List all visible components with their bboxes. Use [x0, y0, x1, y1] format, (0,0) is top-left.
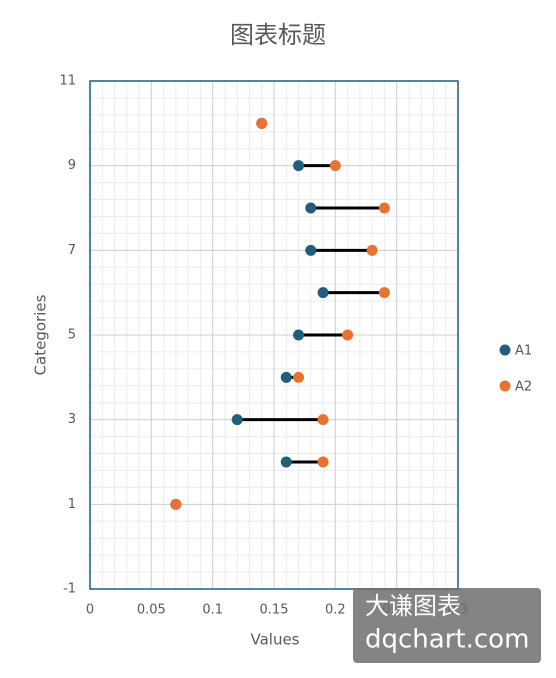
x-tick-label: 0.1 [202, 603, 223, 618]
point [378, 202, 390, 214]
legend-marker [499, 380, 511, 392]
point [329, 160, 341, 172]
point [293, 371, 305, 383]
point [366, 244, 378, 256]
point [317, 287, 329, 299]
point [305, 244, 317, 256]
watermark-text: 大谦图表 [365, 592, 461, 620]
point [293, 329, 305, 341]
point [342, 329, 354, 341]
point [256, 117, 268, 129]
point [231, 414, 243, 426]
point [378, 287, 390, 299]
x-tick-label: 0 [86, 603, 94, 618]
x-tick-label: 0.05 [137, 603, 166, 618]
y-tick-label: 1 [68, 497, 76, 512]
point [305, 202, 317, 214]
marks: A1 A2 [170, 117, 532, 510]
chart-title: 图表标题 [230, 21, 326, 49]
point [170, 498, 182, 510]
point [280, 371, 292, 383]
y-tick-label: 11 [59, 74, 76, 89]
x-tick-label: 0.15 [260, 603, 289, 618]
y-axis-label: Categories [32, 294, 50, 375]
point [317, 414, 329, 426]
legend-label: A2 [515, 380, 532, 395]
x-axis-label: Values [250, 631, 299, 649]
watermark: 大谦图表 dqchart.com [353, 588, 541, 663]
y-tick-label: 9 [68, 158, 76, 173]
plot-frame [89, 80, 459, 590]
watermark-box [353, 588, 541, 663]
y-tick-label: 5 [68, 328, 76, 343]
y-tick-label: -1 [63, 582, 76, 597]
point [293, 160, 305, 172]
point [280, 456, 292, 468]
point [317, 456, 329, 468]
watermark-text: dqchart.com [365, 625, 529, 655]
legend-label: A1 [515, 344, 532, 359]
legend-marker [499, 344, 511, 356]
y-tick-label: 7 [68, 243, 76, 258]
x-tick-label: 0.2 [325, 603, 346, 618]
y-tick-label: 3 [68, 412, 76, 427]
